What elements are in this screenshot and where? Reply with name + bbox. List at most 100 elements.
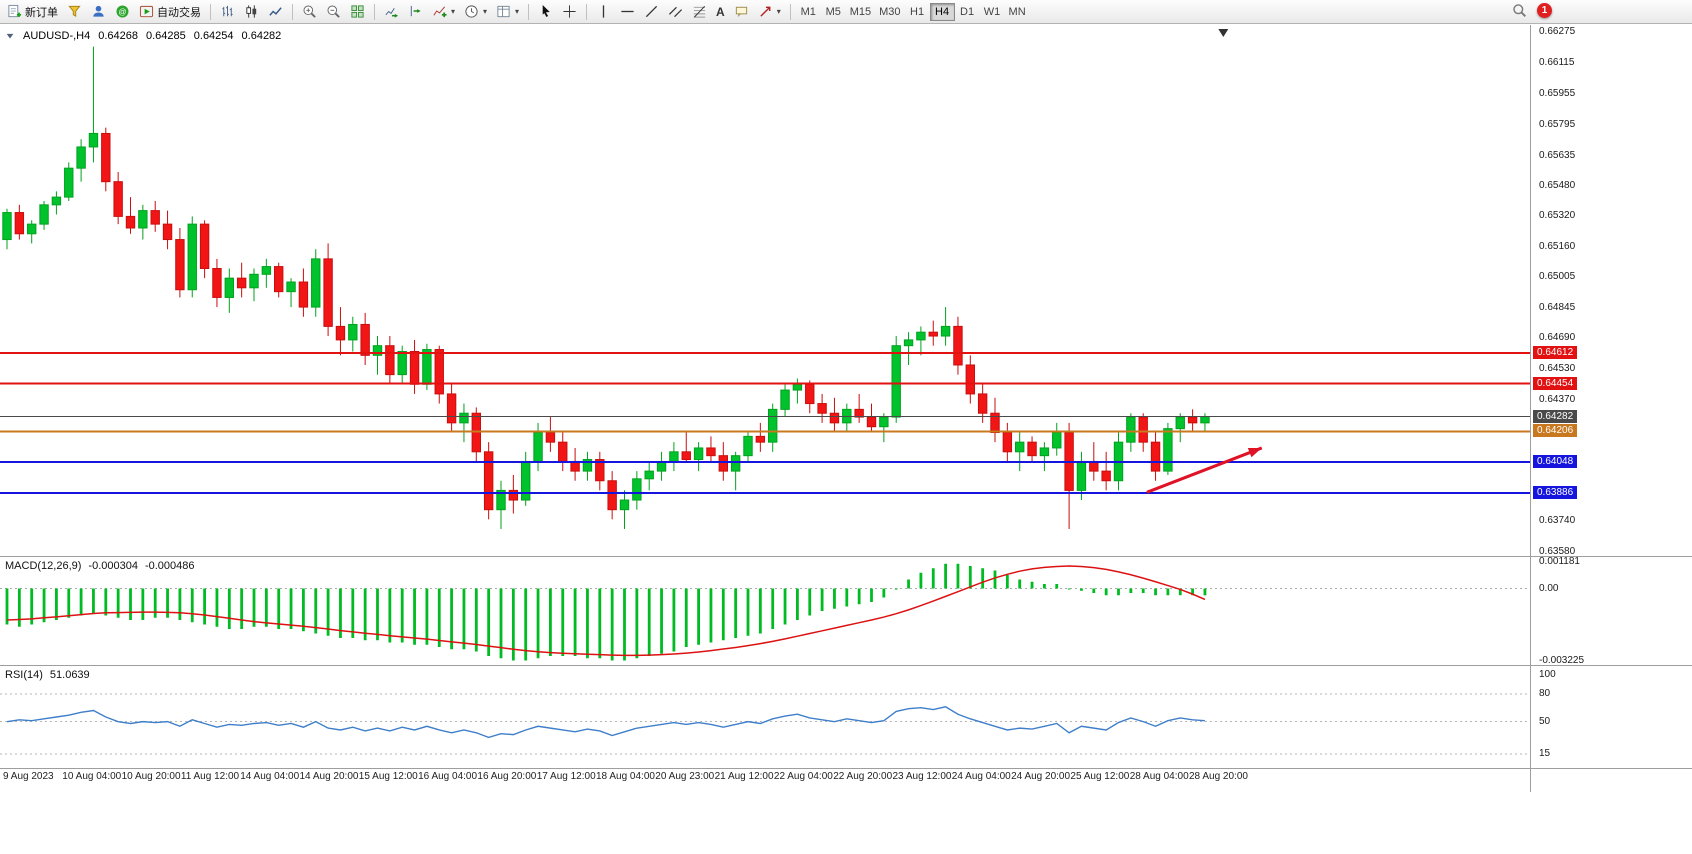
line-chart-button[interactable]: [264, 2, 287, 22]
fibonacci-button[interactable]: [688, 2, 711, 22]
panel-separator[interactable]: [0, 665, 1692, 666]
macd-axis-label: -0.003225: [1539, 655, 1585, 667]
candle-down: [162, 223, 173, 241]
macd-histogram-bar: [771, 588, 775, 629]
cursor-button[interactable]: [534, 2, 557, 22]
macd-histogram-bar: [1067, 588, 1071, 590]
macd-histogram-bar: [746, 588, 750, 636]
autotrading-button[interactable]: 自动交易: [135, 2, 205, 22]
macd-axis-label: 0.00: [1539, 582, 1559, 594]
macd-histogram-bar: [857, 588, 861, 605]
candle-up: [459, 412, 469, 424]
indicators-button[interactable]: ▾: [428, 2, 459, 22]
time-axis-label: 28 Aug 20:00: [1189, 771, 1248, 782]
one-click-trading-toggle[interactable]: [5, 31, 15, 41]
templates-button[interactable]: ▾: [492, 2, 523, 22]
candle-down: [508, 489, 519, 501]
timeframe-h1[interactable]: H1: [905, 3, 930, 21]
candle-up: [1076, 460, 1087, 491]
price-axis[interactable]: 0.66275 0.66115 0.65955 0.65795 0.65635 0.654…: [1532, 0, 1690, 792]
timeframe-h4[interactable]: H4: [929, 2, 955, 21]
channel-button[interactable]: [664, 2, 687, 22]
auto-scroll-button[interactable]: [380, 2, 403, 22]
macd-panel-canvas[interactable]: [0, 557, 1530, 665]
crosshair-button[interactable]: [558, 2, 581, 22]
rsi-value: 51.0639: [49, 669, 90, 681]
time-axis-label: 21 Aug 12:00: [714, 771, 774, 782]
toolbar-separator: [292, 3, 293, 20]
toolbar-separator: [586, 3, 588, 20]
macd-histogram-bar: [820, 588, 824, 611]
metaeditor-button[interactable]: [63, 2, 86, 22]
candle-down: [977, 393, 988, 414]
candle-down: [681, 451, 691, 461]
macd-histogram-bar: [30, 588, 34, 625]
toolbar-separator: [374, 3, 375, 20]
chart-shift-marker[interactable]: [1218, 29, 1229, 37]
candle-up: [619, 499, 630, 511]
fibonacci-icon: [693, 6, 706, 18]
macd-histogram-bar: [721, 588, 725, 641]
price-level-tag: 0.64282: [1533, 409, 1578, 423]
candle-up: [1163, 428, 1173, 472]
timeframe-w1[interactable]: W1: [980, 3, 1005, 21]
timeframe-m30[interactable]: M30: [875, 3, 904, 21]
horizontal-line-button[interactable]: [616, 2, 639, 22]
timeframe-d1[interactable]: D1: [955, 3, 980, 21]
arrow-tool-icon: [760, 6, 771, 17]
search-icon[interactable]: [1512, 3, 1527, 18]
notifications-badge[interactable]: 1: [1537, 3, 1552, 18]
bar-chart-button[interactable]: [216, 2, 239, 22]
panel-separator[interactable]: [0, 768, 1692, 769]
candle-down: [1027, 441, 1037, 457]
trendline-button[interactable]: [640, 2, 663, 22]
trend-arrow-annotation[interactable]: [1146, 446, 1263, 494]
macd-histogram-bar: [79, 588, 83, 616]
tile-windows-button[interactable]: [346, 2, 369, 22]
candle-down: [854, 408, 864, 418]
time-axis-label: 15 Aug 12:00: [358, 771, 418, 782]
macd-histogram-bar: [92, 588, 95, 614]
price-axis-label: 0.66275: [1539, 26, 1576, 38]
macd-histogram-bar: [635, 588, 639, 659]
price-chart-canvas[interactable]: [0, 25, 1530, 556]
time-axis-label: 16 Aug 04:00: [418, 771, 478, 782]
templates-icon: [497, 5, 510, 18]
zoom-out-button[interactable]: [322, 2, 345, 22]
autotrading-label: 自动交易: [157, 6, 201, 19]
candle-up: [632, 478, 642, 501]
macd-name-label: MACD(12,26,9): [5, 560, 82, 572]
accounts-button[interactable]: [87, 2, 110, 22]
time-axis[interactable]: 9 Aug 2023 10 Aug 04:00 10 Aug 20:00 11 Aug…: [0, 771, 1530, 787]
periods-button[interactable]: ▾: [460, 2, 491, 22]
macd-histogram-bar: [166, 588, 169, 618]
timeframe-m5[interactable]: M5: [821, 3, 846, 21]
arrows-button[interactable]: ▾: [754, 2, 785, 22]
candlestick-chart-button[interactable]: [240, 2, 263, 22]
chart-shift-button[interactable]: [404, 2, 427, 22]
timeframe-m1[interactable]: M1: [796, 3, 821, 21]
candle-up: [261, 266, 272, 275]
zoom-in-button[interactable]: [298, 2, 321, 22]
text-button[interactable]: A: [712, 2, 729, 22]
macd-histogram-bar: [252, 588, 256, 627]
macd-histogram-bar: [660, 588, 663, 654]
macd-histogram-bar: [1030, 581, 1034, 589]
time-axis-label: 22 Aug 04:00: [773, 771, 833, 782]
candle-down: [446, 393, 457, 424]
panel-separator[interactable]: [0, 556, 1692, 557]
vertical-line-button[interactable]: [592, 2, 615, 22]
new-order-button[interactable]: 新订单: [3, 2, 62, 22]
macd-histogram-bar: [598, 588, 602, 659]
candle-up: [187, 223, 197, 291]
community-button[interactable]: @: [111, 2, 134, 22]
macd-histogram-bar: [524, 588, 528, 661]
timeframe-mn[interactable]: MN: [1005, 3, 1030, 21]
text-label-button[interactable]: [730, 2, 753, 22]
candle-up: [743, 435, 753, 457]
rsi-panel-canvas[interactable]: [0, 666, 1530, 768]
timeframe-m15[interactable]: M15: [846, 3, 875, 21]
new-order-icon: [8, 4, 22, 18]
toolbar-separator: [789, 3, 791, 20]
candle-down: [298, 281, 309, 308]
